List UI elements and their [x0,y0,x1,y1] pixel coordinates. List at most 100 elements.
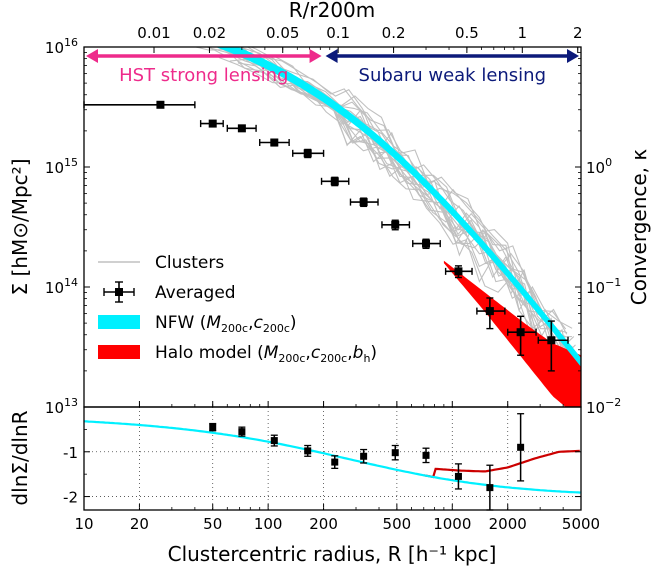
legend-label-part: M [264,343,279,363]
legend-label-part: 200c [320,352,347,365]
y-axis-label: Σ [hM⊙/Mpc²] [8,159,32,296]
point-marker [237,124,246,133]
averaged-point [537,320,569,372]
legend-marker [115,288,123,296]
averaged-point [444,265,473,279]
legend-label-part: c [311,343,321,363]
y-tick-label: 1013 [45,396,78,417]
legend-label-part: Clusters [155,253,224,273]
y-tick-label: 1014 [45,276,78,297]
legend-patch [98,315,140,329]
slope-point [454,463,462,490]
legend-entry: Halo model (M200c,c200c,bh) [98,343,377,365]
halo-slope-curve [423,449,580,479]
subaru-weak-lensing-label: Subaru weak lensing [359,65,547,86]
slope-frame [83,406,582,511]
cluster-line [206,47,573,387]
point-marker [391,220,400,229]
legend-label-part: h [363,352,370,365]
cluster-line [237,62,566,338]
slope-point [422,447,430,464]
halo-model-band [443,260,581,407]
y-tick-base: 10 [45,159,64,177]
slope-ticks: -1 -2 [63,428,581,507]
x-tick-label: 20 [130,515,149,533]
slope-marker [422,451,430,459]
slope-point [331,455,339,470]
slope-curves [84,420,581,494]
legend: Clusters Averaged NFW (M200c,c200c) Halo mo… [98,253,377,365]
kappa-tick-base: 10 [586,159,605,177]
cluster-line [218,47,578,367]
legend-patch [98,345,140,359]
top-tick-label: 0.02 [193,24,226,42]
y-tick-base: 10 [45,279,64,297]
point-marker [422,239,431,248]
point-marker [303,149,312,158]
cluster-line [230,47,573,329]
legend-label-part: Averaged [155,283,236,303]
kappa-tick-base: 10 [586,399,605,417]
legend-entry: NFW (M200c,c200c) [98,313,297,335]
slope-point [209,422,217,432]
averaged-point [320,176,350,187]
x-tick-label: 100 [254,515,283,533]
kappa-tick-label: 100 [586,156,612,177]
x-axis-label: Clustercentric radius, R [h⁻¹ kpc] [168,542,497,566]
slope-y-tick-label: -2 [63,489,78,507]
kappa-tick-exponent: 0 [605,156,612,169]
legend-entry: Clusters [98,253,224,273]
slope-marker [209,423,217,431]
point-marker [330,177,339,186]
arrow-head-left [325,49,338,63]
legend-label-part: Halo model ( [155,343,264,363]
slope-marker [360,452,368,460]
point-marker [270,138,279,147]
kappa-tick-base: 10 [586,279,605,297]
slope-point [304,444,312,457]
averaged-point [292,148,325,159]
top-axis-label: R/r200m [289,0,376,22]
legend-label-part: , [347,343,352,363]
legend-label-part: c [253,313,263,333]
legend-label: NFW (M200c,c200c) [155,313,297,335]
lensing-annotations: HST strong lensing Subaru weak lensing [86,49,579,86]
cluster-line [237,60,566,349]
x-tick-label: 1000 [433,515,471,533]
y-tick-exponent: 16 [64,36,78,49]
slope-point [391,444,399,461]
averaged-point [412,238,441,250]
legend-label-part: ) [370,343,377,363]
top-tick-label: 0.5 [455,24,479,42]
y-tick-base: 10 [45,39,64,57]
legend-label-part: NFW ( [155,313,206,333]
legend-label: Halo model (M200c,c200c,bh) [155,343,377,365]
slope-grid [84,407,581,510]
slope-point [517,413,525,482]
cluster-line [244,56,572,340]
clusters-lines [193,47,579,395]
averaged-point [476,297,506,330]
y-tick-exponent: 13 [64,396,78,409]
slope-points [209,413,525,511]
y-axis-right-label: Convergence, κ [627,149,651,306]
halo-model-area [443,260,581,407]
kappa-tick-exponent: −2 [605,396,621,409]
slope-marker [238,428,246,436]
averaged-point [199,119,224,128]
y-tick-label: 1016 [45,36,78,57]
point-marker [547,336,556,345]
slope-point [270,434,278,447]
point-marker [156,100,165,109]
y-tick-exponent: 15 [64,156,78,169]
subaru-range-arrow [325,49,579,63]
slope-y-tick-label: -1 [63,444,78,462]
averaged-point [349,197,379,208]
y-tick-label: 1015 [45,156,78,177]
top-tick-label: 0.2 [382,24,406,42]
slope-marker [270,437,278,445]
legend-label-part: ) [290,313,297,333]
slope-point [360,448,368,464]
legend-label-part: , [248,313,253,333]
